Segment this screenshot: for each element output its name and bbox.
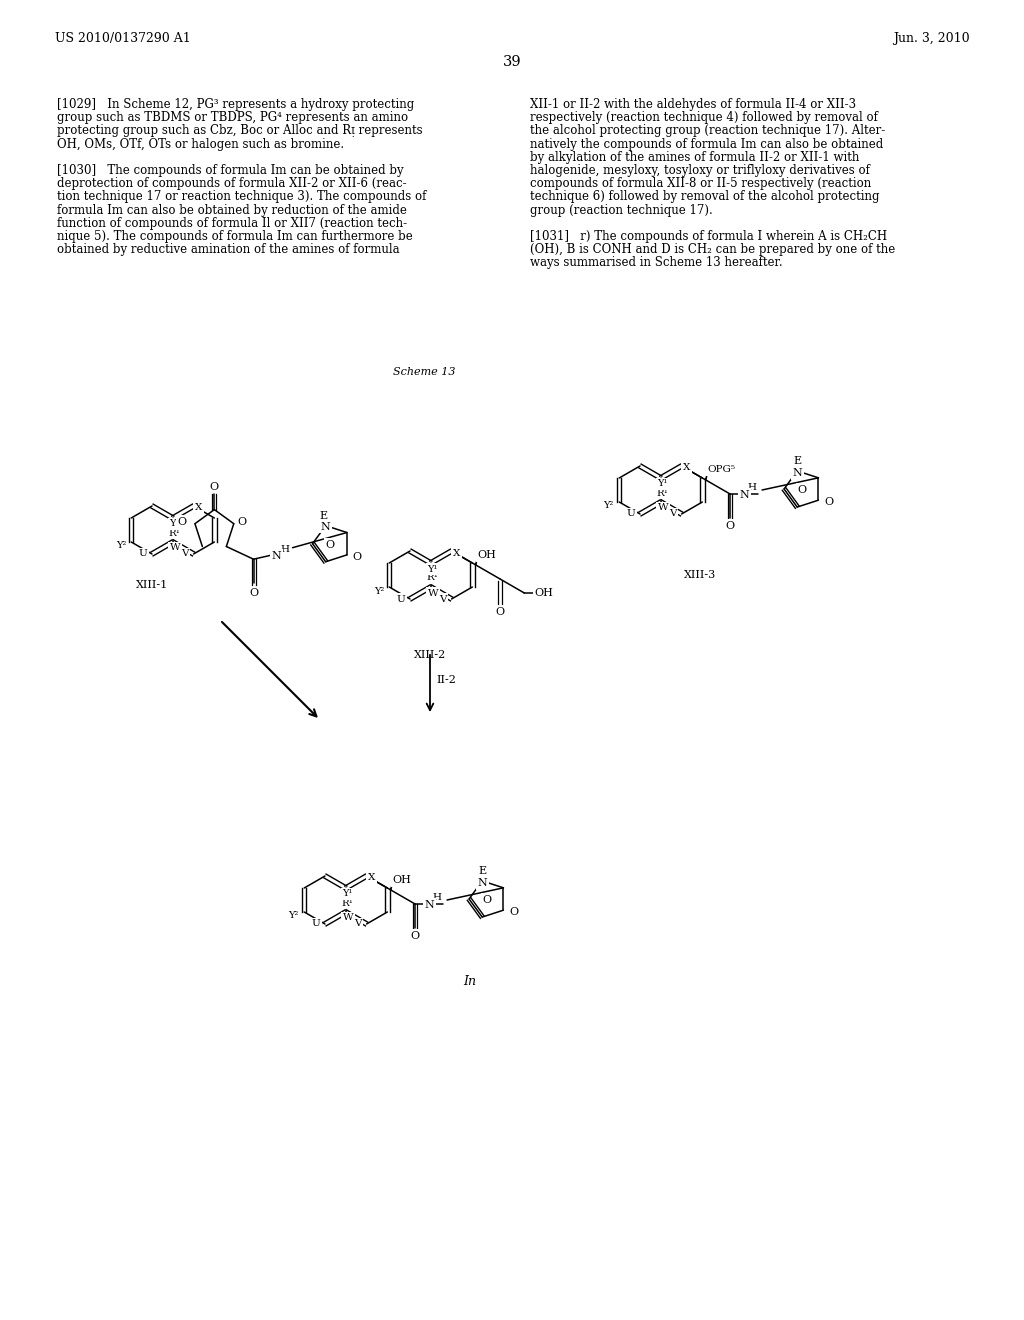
Text: OH, OMs, OTf, OTs or halogen such as bromine.: OH, OMs, OTf, OTs or halogen such as bro… [57, 137, 344, 150]
Text: N: N [271, 550, 282, 561]
Text: V: V [669, 510, 677, 519]
Text: O: O [326, 540, 335, 549]
Text: technique 6) followed by removal of the alcohol protecting: technique 6) followed by removal of the … [530, 190, 880, 203]
Text: deprotection of compounds of formula XII-2 or XII-6 (reac-: deprotection of compounds of formula XII… [57, 177, 407, 190]
Text: XIII-1: XIII-1 [136, 579, 168, 590]
Text: the alcohol protecting group (reaction technique 17). Alter-: the alcohol protecting group (reaction t… [530, 124, 886, 137]
Text: [1029]   In Scheme 12, PG³ represents a hydroxy protecting: [1029] In Scheme 12, PG³ represents a hy… [57, 98, 415, 111]
Text: [1031]   r) The compounds of formula I wherein A is CH₂CH: [1031] r) The compounds of formula I whe… [530, 230, 887, 243]
Text: II-2: II-2 [436, 675, 456, 685]
Text: halogenide, mesyloxy, tosyloxy or triflyloxy derivatives of: halogenide, mesyloxy, tosyloxy or trifly… [530, 164, 869, 177]
Text: H: H [432, 892, 441, 902]
Text: obtained by reductive amination of the amines of formula: obtained by reductive amination of the a… [57, 243, 399, 256]
Text: X: X [368, 874, 375, 883]
Text: O: O [238, 516, 247, 527]
Text: OPG⁵: OPG⁵ [708, 466, 736, 474]
Text: X: X [453, 549, 460, 557]
Text: O: O [798, 484, 807, 495]
Text: W: W [427, 589, 438, 598]
Text: V: V [439, 594, 446, 603]
Text: N: N [321, 521, 331, 532]
Text: H: H [280, 545, 289, 554]
Text: Y¹: Y¹ [428, 565, 438, 573]
Text: OH: OH [478, 550, 497, 560]
Text: protecting group such as Cbz, Boc or Alloc and Rᴉ represents: protecting group such as Cbz, Boc or All… [57, 124, 423, 137]
Text: E: E [319, 511, 328, 520]
Text: R¹: R¹ [342, 899, 353, 908]
Text: Y²: Y² [116, 541, 126, 550]
Text: Y¹: Y¹ [343, 890, 353, 899]
Text: O: O [482, 895, 492, 904]
Text: XIII-2: XIII-2 [414, 649, 446, 660]
Text: O: O [824, 498, 833, 507]
Text: O: O [496, 607, 505, 618]
Text: O: O [726, 521, 734, 531]
Text: US 2010/0137290 A1: US 2010/0137290 A1 [55, 32, 190, 45]
Text: XII-1 or II-2 with the aldehydes of formula II-4 or XII-3: XII-1 or II-2 with the aldehydes of form… [530, 98, 856, 111]
Text: ways summarised in Scheme 13 hereafter.: ways summarised in Scheme 13 hereafter. [530, 256, 782, 269]
Text: Y²: Y² [374, 586, 384, 595]
Text: O: O [411, 931, 420, 941]
Text: Y¹: Y¹ [657, 479, 668, 488]
Text: OH: OH [535, 587, 553, 598]
Text: Y²: Y² [603, 502, 613, 511]
Text: U: U [627, 510, 635, 519]
Text: OH: OH [393, 875, 412, 884]
Text: U: U [396, 594, 406, 603]
Text: group such as TBDMS or TBDPS, PG⁴ represents an amino: group such as TBDMS or TBDPS, PG⁴ repres… [57, 111, 409, 124]
Text: X: X [195, 503, 203, 512]
Text: O: O [178, 516, 187, 527]
Text: 39: 39 [503, 55, 521, 69]
Text: XIII-3: XIII-3 [684, 570, 716, 579]
Text: E: E [794, 455, 801, 466]
Text: Y²: Y² [288, 912, 298, 920]
Text: R¹: R¹ [656, 488, 669, 498]
Text: compounds of formula XII-8 or II-5 respectively (reaction: compounds of formula XII-8 or II-5 respe… [530, 177, 871, 190]
Text: O: O [210, 482, 219, 491]
Text: N: N [424, 900, 434, 909]
Text: Jun. 3, 2010: Jun. 3, 2010 [893, 32, 970, 45]
Text: V: V [354, 920, 361, 928]
Text: W: W [657, 503, 668, 512]
Text: natively the compounds of formula Im can also be obtained: natively the compounds of formula Im can… [530, 137, 884, 150]
Text: O: O [249, 589, 258, 598]
Text: Y¹: Y¹ [170, 520, 180, 528]
Text: formula Im can also be obtained by reduction of the amide: formula Im can also be obtained by reduc… [57, 203, 407, 216]
Text: N: N [739, 490, 749, 500]
Text: O: O [352, 552, 361, 562]
Text: R¹: R¹ [427, 573, 438, 582]
Text: tion technique 17 or reaction technique 3). The compounds of: tion technique 17 or reaction technique … [57, 190, 426, 203]
Text: X: X [683, 463, 690, 473]
Text: nique 5). The compounds of formula Im can furthermore be: nique 5). The compounds of formula Im ca… [57, 230, 413, 243]
Text: respectively (reaction technique 4) followed by removal of: respectively (reaction technique 4) foll… [530, 111, 878, 124]
Text: by alkylation of the amines of formula II-2 or XII-1 with: by alkylation of the amines of formula I… [530, 150, 859, 164]
Text: N: N [793, 467, 802, 478]
Text: [1030]   The compounds of formula Im can be obtained by: [1030] The compounds of formula Im can b… [57, 164, 403, 177]
Text: function of compounds of formula Il or XII7 (reaction tech-: function of compounds of formula Il or X… [57, 216, 408, 230]
Text: Scheme 13: Scheme 13 [393, 367, 456, 378]
Text: O: O [509, 907, 518, 917]
Text: R¹: R¹ [169, 528, 180, 537]
Text: U: U [138, 549, 147, 558]
Text: N: N [477, 878, 487, 888]
Text: E: E [478, 866, 486, 876]
Text: U: U [311, 920, 319, 928]
Text: W: W [170, 544, 180, 553]
Text: H: H [748, 483, 757, 491]
Text: V: V [181, 549, 188, 558]
Text: group (reaction technique 17).: group (reaction technique 17). [530, 203, 713, 216]
Text: W: W [342, 913, 353, 923]
Text: (OH), B is CONH and D is CH₂ can be prepared by one of the: (OH), B is CONH and D is CH₂ can be prep… [530, 243, 895, 256]
Text: In: In [464, 975, 476, 987]
